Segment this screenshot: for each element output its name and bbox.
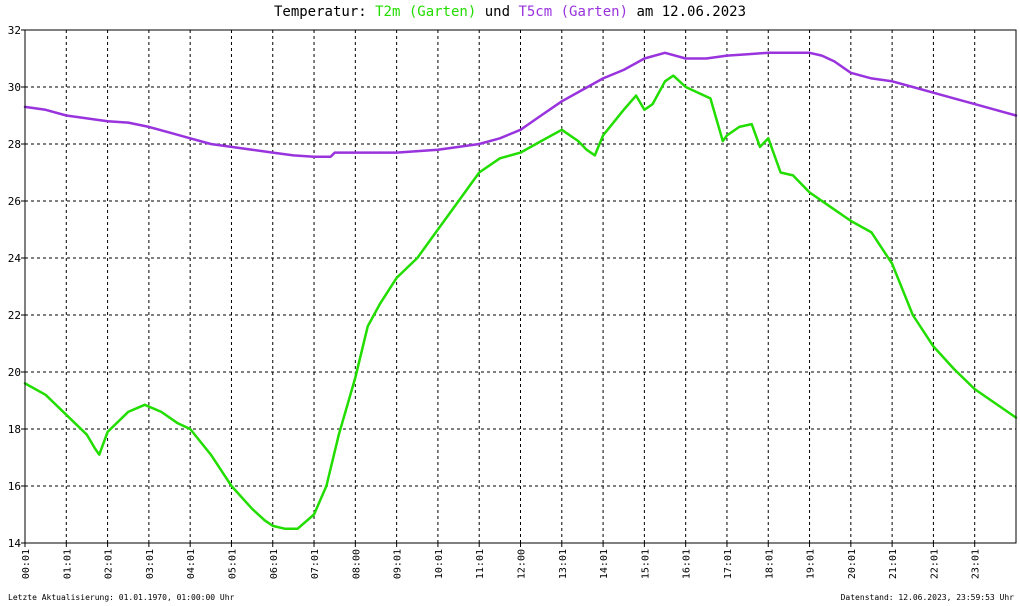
x-tick-label: 17:01 [723,549,734,579]
x-tick-label: 14:01 [599,549,610,579]
title-mid: und [476,4,519,20]
grid [25,30,1016,543]
footer-data-timestamp: Datenstand: 12.06.2023, 23:59:53 Uhr [840,593,1014,602]
x-tick-label: 09:01 [393,549,404,579]
y-tick-label: 22 [8,309,21,322]
x-tick-label: 15:01 [640,549,651,579]
x-tick-label: 21:01 [888,549,899,579]
x-tick-label: 08:00 [351,549,362,579]
y-tick-label: 30 [8,81,21,94]
x-tick-label: 18:01 [764,549,775,579]
series-line-t5cm [23,51,1018,159]
y-tick-label: 20 [8,366,21,379]
series-line-t2m [23,74,1018,531]
x-tick-label: 07:01 [310,549,321,579]
x-tick-label: 12:00 [517,549,528,579]
x-tick-label: 13:01 [558,549,569,579]
footer-last-update: Letzte Aktualisierung: 01.01.1970, 01:00… [8,593,235,602]
title-prefix: Temperatur: [273,4,376,20]
x-tick-label: 20:01 [847,549,858,579]
y-tick-label: 24 [8,252,22,265]
x-tick-label: 02:01 [104,549,115,579]
y-tick-label: 32 [8,24,21,37]
y-tick-label: 28 [8,138,21,151]
x-tick-label: 05:01 [227,549,238,579]
x-tick-label: 03:01 [145,549,156,579]
x-axis: 00:01 01:01 02:01 03:01 04:01 05:01 06:01 07:01… [21,543,982,579]
x-tick-label: 23:01 [971,549,982,579]
chart-title: Temperatur: T2m (Garten) und T5cm (Garte… [0,4,1020,20]
y-tick-label: 26 [8,195,21,208]
y-tick-label: 14 [8,537,22,550]
series-group [23,51,1018,531]
x-tick-label: 19:01 [806,549,817,579]
x-tick-label: 22:01 [929,549,940,579]
y-tick-label: 16 [8,480,21,493]
y-axis: 14 16 18 20 22 24 26 28 30 32 [8,24,25,550]
title-series-t2m: T2m (Garten) [375,4,477,20]
title-suffix: am 12.06.2023 [628,4,747,20]
x-tick-label: 16:01 [682,549,693,579]
x-tick-label: 10:01 [434,549,445,579]
title-series-t5cm: T5cm (Garten) [518,4,629,20]
x-tick-label: 00:01 [21,549,32,579]
y-tick-label: 18 [8,423,21,436]
x-tick-label: 01:01 [62,549,73,579]
x-tick-label: 04:01 [186,549,197,579]
x-tick-label: 06:01 [269,549,280,579]
x-tick-label: 11:01 [475,549,486,579]
plot-frame [24,29,1017,544]
